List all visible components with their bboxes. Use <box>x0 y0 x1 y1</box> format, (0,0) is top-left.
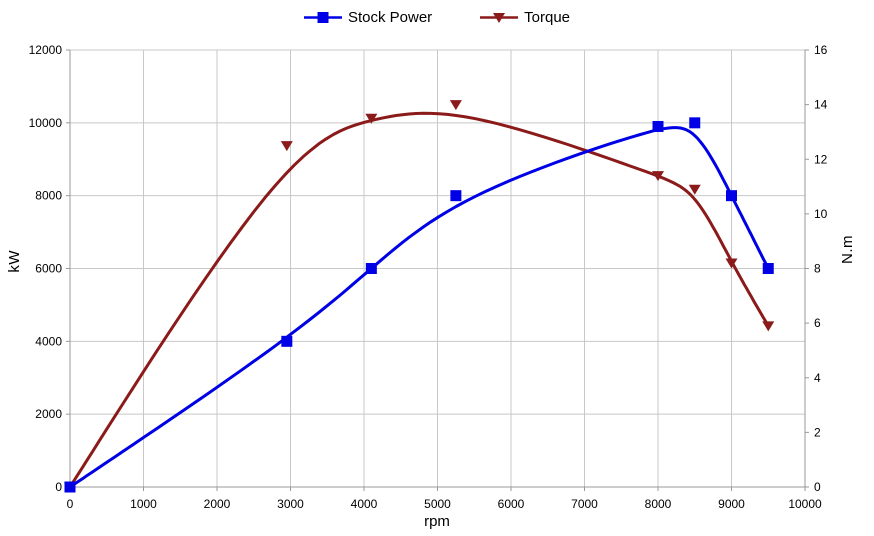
y-left-tick-label: 8000 <box>35 189 62 203</box>
y-left-tick-label: 12000 <box>29 43 63 57</box>
torque-marker-icon <box>480 13 519 23</box>
legend-item-torque: Torque <box>480 9 570 26</box>
x-tick-label: 9000 <box>718 497 745 511</box>
x-tick-label: 2000 <box>204 497 231 511</box>
y-right-tick-label: 14 <box>814 98 828 112</box>
x-tick-label: 1000 <box>130 497 157 511</box>
torque-point <box>688 184 701 195</box>
square-marker-icon <box>317 12 329 23</box>
stock-power-point <box>450 190 462 202</box>
y-right-tick-label: 4 <box>814 371 821 385</box>
y-right-tick-label: 0 <box>814 480 821 494</box>
torque-curve <box>68 111 770 489</box>
legend-label-torque: Torque <box>524 9 571 26</box>
torque-point <box>725 258 738 269</box>
x-tick-label: 0 <box>67 497 74 511</box>
x-tick-label: 8000 <box>645 497 672 511</box>
y-axis-label-right: N.m <box>839 235 856 264</box>
legend: Stock Power Torque <box>0 9 874 26</box>
y-right-tick-label: 10 <box>814 207 828 221</box>
y-right-tick-label: 8 <box>814 262 821 276</box>
y-right-tick-label: 2 <box>814 425 821 439</box>
legend-label-stock-power: Stock Power <box>347 9 433 26</box>
torque-point <box>365 113 378 124</box>
x-tick-label: 4000 <box>351 497 378 511</box>
y-left-tick-label: 2000 <box>35 407 62 421</box>
x-tick-label: 5000 <box>424 497 451 511</box>
stock-power-point <box>281 335 293 347</box>
x-tick-label: 6000 <box>498 497 525 511</box>
stock-power-point <box>365 263 377 274</box>
y-right-tick-label: 12 <box>814 152 828 166</box>
triangle-down-marker-icon <box>493 13 506 23</box>
stock-power-point <box>64 481 76 493</box>
x-tick-label: 7000 <box>571 497 598 511</box>
y-right-tick-label: 16 <box>814 43 828 57</box>
stock-power-curve <box>68 126 770 489</box>
x-axis-label: rpm <box>424 513 450 530</box>
torque-point <box>652 171 664 182</box>
y-left-tick-label: 0 <box>55 480 62 494</box>
stock-power-point <box>762 263 774 274</box>
y-axis-label-left: kW <box>6 250 23 273</box>
torque-point <box>280 141 293 152</box>
stock-power-point <box>726 190 737 202</box>
y-left-tick-label: 4000 <box>35 334 62 348</box>
y-left-tick-label: 10000 <box>29 116 63 130</box>
stock-power-point <box>689 117 701 129</box>
x-tick-label: 10000 <box>788 497 822 511</box>
torque-point <box>762 321 775 332</box>
torque-point <box>449 100 462 111</box>
legend-item-stock-power: Stock Power <box>303 9 433 26</box>
stock-power-marker-icon <box>303 12 342 23</box>
y-right-tick-label: 6 <box>814 316 821 330</box>
x-tick-label: 3000 <box>277 497 304 511</box>
stock-power-point <box>652 120 664 132</box>
y-left-tick-label: 6000 <box>35 262 62 276</box>
